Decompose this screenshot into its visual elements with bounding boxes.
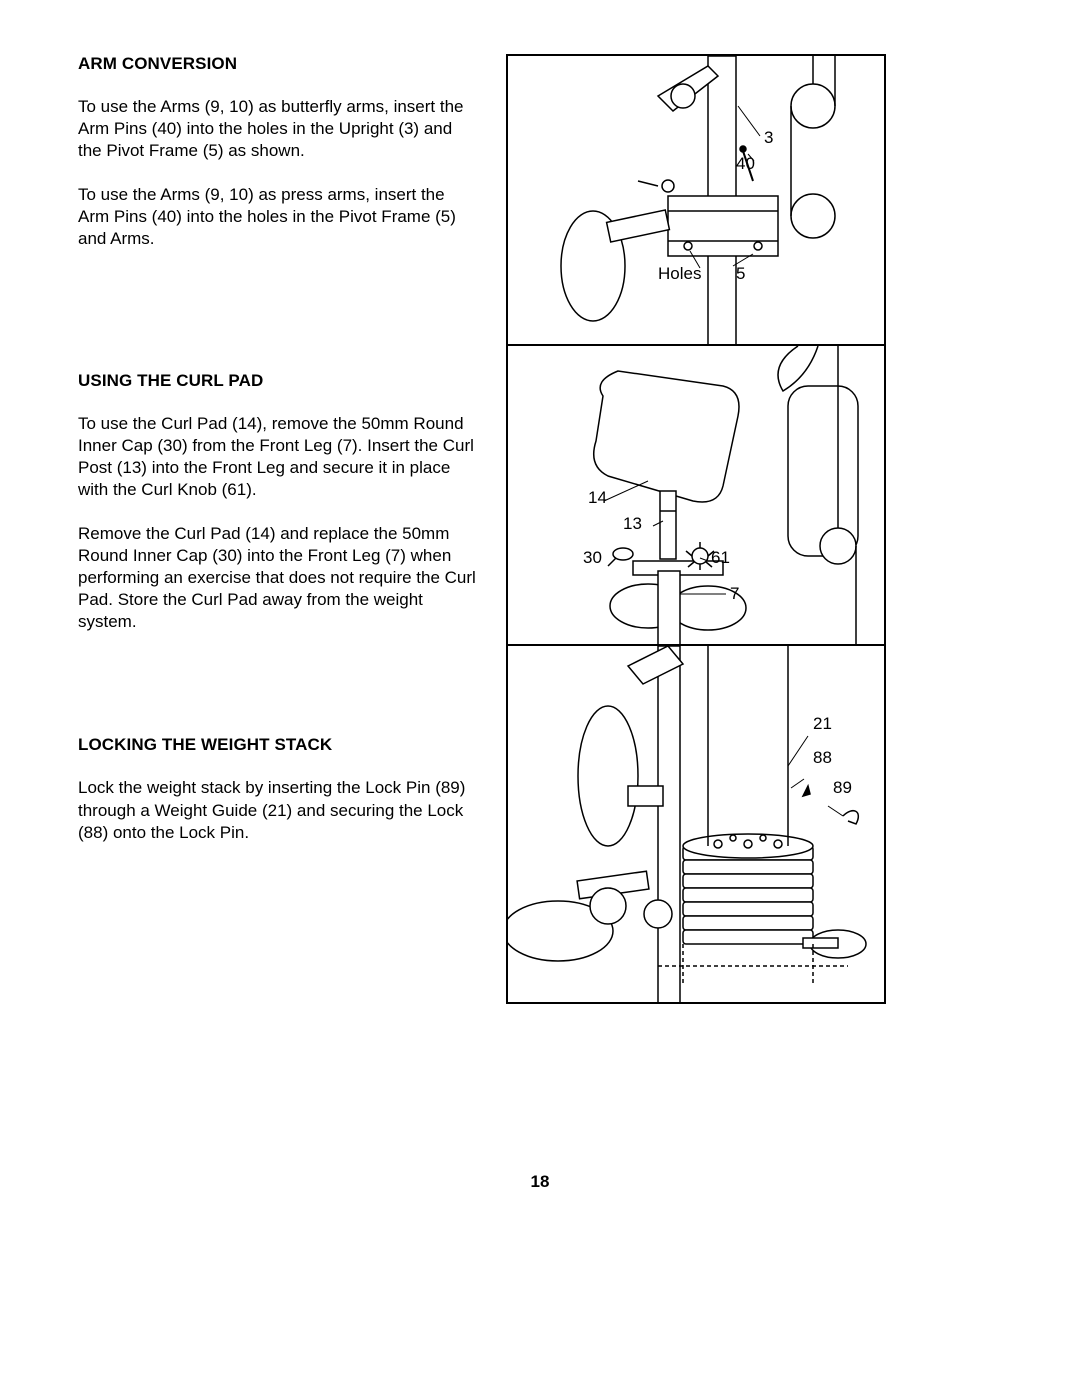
page-number: 18 <box>531 1172 550 1192</box>
section-curl-pad: USING THE CURL PAD To use the Curl Pad (… <box>78 371 478 656</box>
callout-3: 3 <box>764 128 773 148</box>
paragraph: Lock the weight stack by inserting the L… <box>78 777 478 843</box>
figure-column: 3 40 Holes 5 <box>506 54 886 1004</box>
figure-panel-curl: 14 13 30 61 7 <box>508 346 884 646</box>
figure-panel-weight: 21 88 89 <box>508 646 884 1002</box>
figure-container: 3 40 Holes 5 <box>506 54 886 1004</box>
manual-page: ARM CONVERSION To use the Arms (9, 10) a… <box>0 0 1080 1044</box>
spacer <box>78 665 478 735</box>
spacer <box>78 283 478 371</box>
figure-panel-arm: 3 40 Holes 5 <box>508 56 884 346</box>
curl-diagram-svg <box>508 346 884 646</box>
paragraph: To use the Arms (9, 10) as butterfly arm… <box>78 96 478 162</box>
arm-diagram-svg <box>508 56 884 346</box>
weight-diagram-svg <box>508 646 884 1002</box>
callout-7: 7 <box>730 584 739 604</box>
callout-5: 5 <box>736 264 745 284</box>
callout-13: 13 <box>623 514 642 534</box>
callout-40: 40 <box>736 154 755 174</box>
callout-30: 30 <box>583 548 602 568</box>
paragraph: To use the Arms (9, 10) as press arms, i… <box>78 184 478 250</box>
heading-curl-pad: USING THE CURL PAD <box>78 371 478 391</box>
callout-61: 61 <box>711 548 730 568</box>
heading-arm-conversion: ARM CONVERSION <box>78 54 478 74</box>
text-column: ARM CONVERSION To use the Arms (9, 10) a… <box>78 54 478 1004</box>
section-weight-stack: LOCKING THE WEIGHT STACK Lock the weight… <box>78 735 478 865</box>
callout-89: 89 <box>833 778 852 798</box>
section-arm-conversion: ARM CONVERSION To use the Arms (9, 10) a… <box>78 54 478 273</box>
paragraph: Remove the Curl Pad (14) and replace the… <box>78 523 478 633</box>
callout-88: 88 <box>813 748 832 768</box>
heading-weight-stack: LOCKING THE WEIGHT STACK <box>78 735 478 755</box>
callout-14: 14 <box>588 488 607 508</box>
callout-21: 21 <box>813 714 832 734</box>
paragraph: To use the Curl Pad (14), remove the 50m… <box>78 413 478 501</box>
callout-holes: Holes <box>658 264 701 284</box>
